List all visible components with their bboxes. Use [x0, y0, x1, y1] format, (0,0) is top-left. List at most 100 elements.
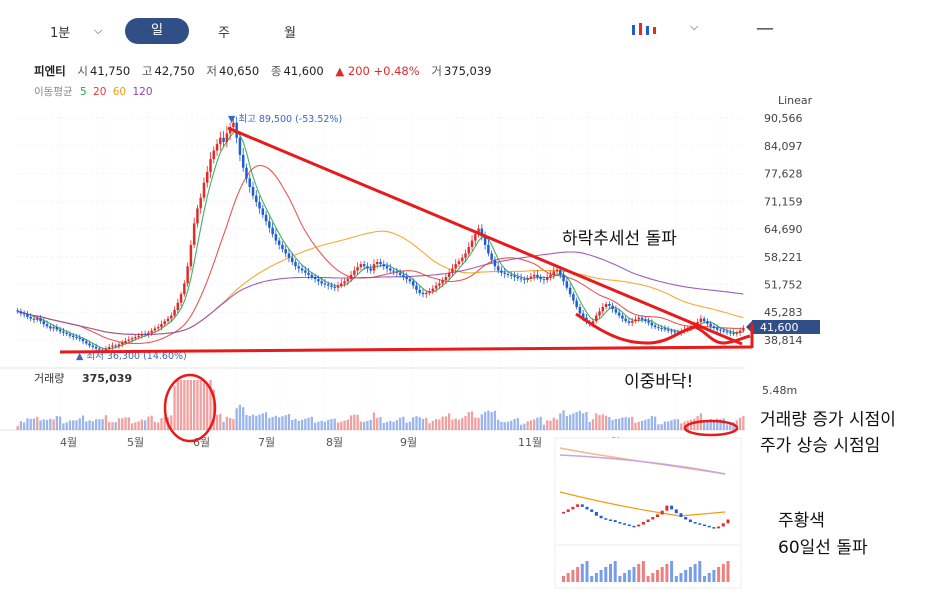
candle-body: [604, 304, 608, 307]
candle-body: [196, 208, 199, 224]
candle-body: [496, 266, 500, 271]
candle-body: [425, 292, 428, 295]
inset-candle: [623, 523, 627, 525]
volume-bar: [418, 417, 421, 430]
volume-bar: [444, 416, 448, 430]
tab-week[interactable]: 주: [218, 26, 230, 41]
volume-bar: [719, 419, 722, 430]
candle-body: [78, 337, 81, 340]
volume-note-line1: 거래량 증가 시점이: [760, 410, 896, 430]
volume-bar: [108, 422, 111, 430]
candle-body: [68, 334, 72, 336]
candle-body: [238, 137, 242, 155]
candle-type-icon[interactable]: [630, 21, 662, 39]
inset-candle: [576, 504, 580, 507]
inset-volume-bar: [627, 570, 631, 582]
volume-bar: [29, 418, 32, 430]
candle-body: [715, 328, 719, 330]
volume-bar: [300, 419, 304, 430]
candle-body: [408, 279, 412, 282]
chevron-down-icon[interactable]: ⌵: [690, 20, 699, 33]
volume-bar: [562, 410, 565, 430]
candle-body: [307, 272, 310, 275]
x-tick-label: 7월: [258, 436, 275, 449]
volume-bar: [307, 417, 310, 430]
volume-bar: [598, 415, 601, 430]
volume-bar: [130, 423, 134, 430]
volume-bar: [631, 416, 634, 430]
candle-body: [232, 122, 235, 127]
inset-volume-bar: [594, 573, 598, 582]
volume-bar: [75, 420, 78, 430]
candle-body: [323, 283, 327, 285]
volume-bar: [353, 414, 356, 430]
candle-body: [261, 208, 265, 215]
inset-candle: [646, 519, 650, 523]
tab-month[interactable]: 월: [284, 26, 296, 41]
candle-body: [601, 307, 605, 312]
volume-bar: [546, 420, 549, 430]
menu-button[interactable]: —: [756, 18, 774, 39]
volume-bar: [127, 417, 130, 430]
interval-select[interactable]: 1분: [50, 26, 71, 41]
volume-bar: [506, 421, 510, 430]
candle-body: [268, 221, 271, 228]
volume-bar: [215, 414, 219, 430]
volume-bar: [291, 419, 294, 430]
volume-bar: [559, 413, 562, 430]
volume-bar: [640, 420, 644, 430]
chevron-down-icon[interactable]: ⌵: [94, 24, 103, 37]
candle-body: [480, 228, 484, 237]
candle-body: [555, 269, 559, 272]
candle-body: [421, 292, 425, 295]
scale-label[interactable]: Linear: [778, 94, 813, 107]
inset-volume-bar: [613, 561, 617, 582]
inset-volume-bar: [693, 564, 697, 582]
volume-panel-label: 거래량: [34, 372, 64, 385]
candle-body: [699, 318, 703, 322]
inset-candle: [609, 519, 612, 522]
inset-candle: [613, 520, 617, 523]
volume-bar: [137, 421, 140, 430]
candle-body: [732, 333, 735, 335]
candle-body: [542, 279, 546, 281]
volume-bar: [251, 414, 255, 430]
volume-bar: [62, 423, 65, 430]
candle-body: [630, 321, 634, 323]
volume-bar: [480, 414, 483, 430]
volume-bar: [294, 418, 297, 430]
y-tick-label: 77,628: [764, 168, 803, 181]
volume-bar: [85, 421, 88, 430]
volume-bar: [519, 424, 523, 430]
volume-bar: [52, 419, 55, 430]
support-line: [59, 345, 753, 354]
volume-bar: [173, 385, 176, 430]
y-tick-label: 90,566: [764, 112, 803, 125]
volume-bar: [588, 421, 591, 430]
volume-bar: [176, 380, 179, 430]
volume-bar: [477, 417, 480, 430]
volume-bar: [88, 420, 91, 430]
ma-5: 5: [79, 86, 87, 98]
candle-body: [487, 244, 490, 254]
candle-body: [454, 264, 457, 269]
candle-body: [742, 328, 745, 331]
tab-day[interactable]: 일: [125, 18, 189, 44]
volume-bar: [186, 380, 189, 430]
volume-bar: [617, 418, 621, 430]
volume-bar: [206, 382, 209, 430]
volume-bar: [644, 419, 647, 430]
candle-body: [640, 317, 644, 320]
volume-bar: [647, 418, 650, 430]
volume-bar: [500, 421, 503, 430]
volume-bar: [39, 420, 42, 430]
volume-bar: [549, 420, 552, 430]
candle-body: [134, 337, 137, 339]
volume-bar: [653, 416, 657, 430]
volume-bar: [258, 414, 261, 430]
volume-bar: [729, 423, 732, 430]
volume-bar: [657, 424, 660, 430]
volume-bar: [183, 380, 186, 430]
candle-body: [150, 330, 153, 333]
